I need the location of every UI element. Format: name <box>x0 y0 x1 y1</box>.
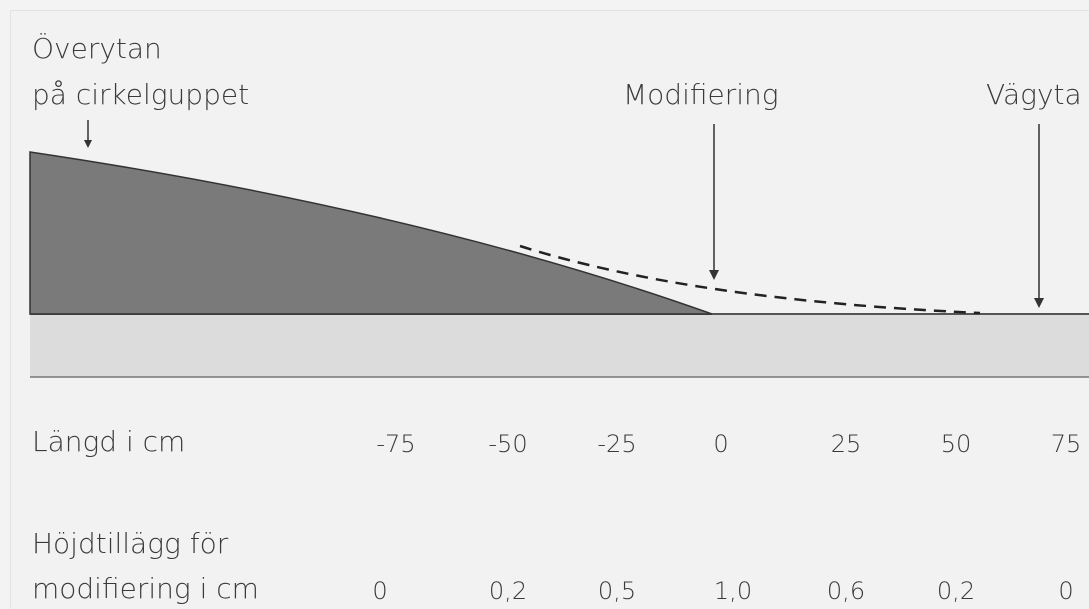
surface-arrow <box>84 120 92 148</box>
height-value: 0 <box>372 577 388 605</box>
length-value: -50 <box>488 430 528 458</box>
height-value: 0,2 <box>936 577 976 605</box>
height-value: 1,0 <box>713 577 753 605</box>
length-value: 25 <box>830 430 862 458</box>
bump-surface-label-line2: på cirkelguppet <box>32 78 250 111</box>
circular-bump <box>29 151 713 315</box>
road-base <box>30 314 1089 377</box>
length-value: 75 <box>1050 430 1082 458</box>
length-value: -25 <box>597 430 637 458</box>
length-row-label: Längd i cm <box>32 425 186 458</box>
length-value: 0 <box>713 430 729 458</box>
modification-arrow <box>709 124 719 280</box>
height-row-label-line1: Höjdtillägg för <box>32 527 229 560</box>
modification-label: Modifiering <box>623 78 779 111</box>
height-row-label-line2: modifiering i cm <box>32 572 259 605</box>
road-surface-label: Vägyta <box>986 78 1082 111</box>
height-value: 0 <box>1058 577 1074 605</box>
road-surface-arrow <box>1034 124 1044 308</box>
height-value: 0,6 <box>826 577 866 605</box>
bump-surface-label-line1: Överytan <box>32 32 162 65</box>
modification-curve <box>519 244 981 315</box>
height-value: 0,2 <box>488 577 528 605</box>
height-value: 0,5 <box>597 577 637 605</box>
length-value: 50 <box>940 430 972 458</box>
length-value: -75 <box>376 430 416 458</box>
